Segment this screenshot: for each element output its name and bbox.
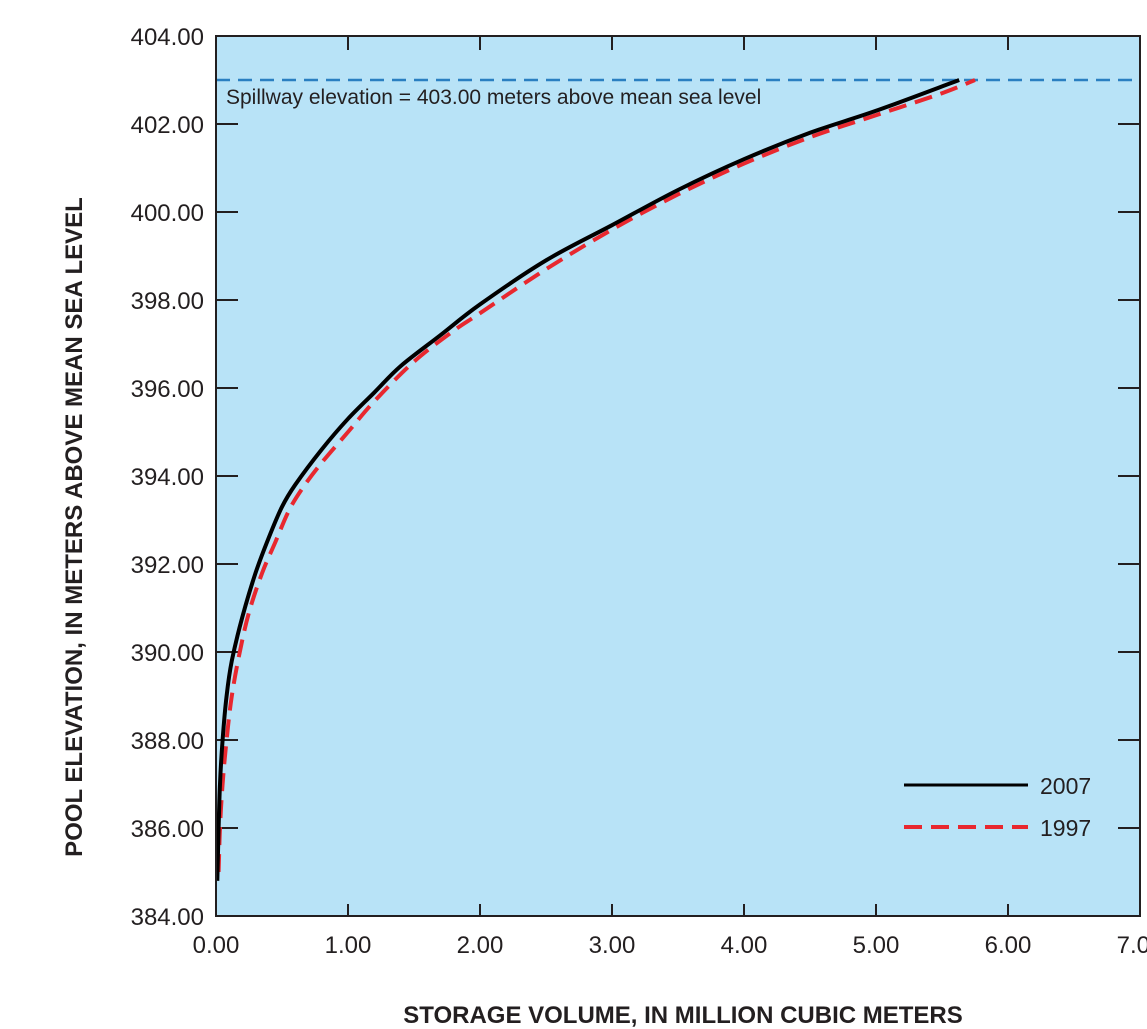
x-tick-label: 6.00	[985, 932, 1032, 959]
y-tick-label: 396.00	[131, 376, 204, 403]
y-tick-label: 392.00	[131, 552, 204, 579]
tick-labels: 0.00 1.00 2.00 3.00 4.00 5.00 6.00 7.00 384.00 38…	[131, 24, 1147, 959]
y-tick-label: 390.00	[131, 640, 204, 667]
y-tick-label: 394.00	[131, 464, 204, 491]
spillway-annotation: Spillway elevation = 403.00 meters above…	[226, 86, 761, 109]
x-tick-label: 3.00	[589, 932, 636, 959]
y-tick-label: 402.00	[131, 112, 204, 139]
legend-label-1997: 1997	[1040, 815, 1091, 841]
y-axis-title: POOL ELEVATION, IN METERS ABOVE MEAN SEA…	[61, 197, 88, 857]
y-tick-label: 386.00	[131, 816, 204, 843]
legend-label-2007: 2007	[1040, 773, 1091, 799]
x-tick-label: 1.00	[325, 932, 372, 959]
x-axis-title: STORAGE VOLUME, IN MILLION CUBIC METERS	[403, 1002, 963, 1029]
y-tick-label: 388.00	[131, 728, 204, 755]
plot-frame	[215, 35, 1141, 917]
y-tick-label: 404.00	[131, 24, 204, 51]
y-tick-label: 398.00	[131, 288, 204, 315]
series-line-1997	[216, 78, 976, 873]
y-tick-label: 400.00	[131, 200, 204, 227]
plot-area-fill	[216, 36, 1140, 916]
x-tick-label: 7.00	[1117, 932, 1147, 959]
y-tick-label: 384.00	[131, 904, 204, 931]
x-tick-label: 0.00	[193, 932, 240, 959]
x-tick-label: 4.00	[721, 932, 768, 959]
x-tick-label: 2.00	[457, 932, 504, 959]
series-lines	[215, 78, 976, 881]
x-tick-label: 5.00	[853, 932, 900, 959]
legend: 2007 1997	[904, 773, 1091, 841]
series-line-2007	[215, 78, 960, 881]
